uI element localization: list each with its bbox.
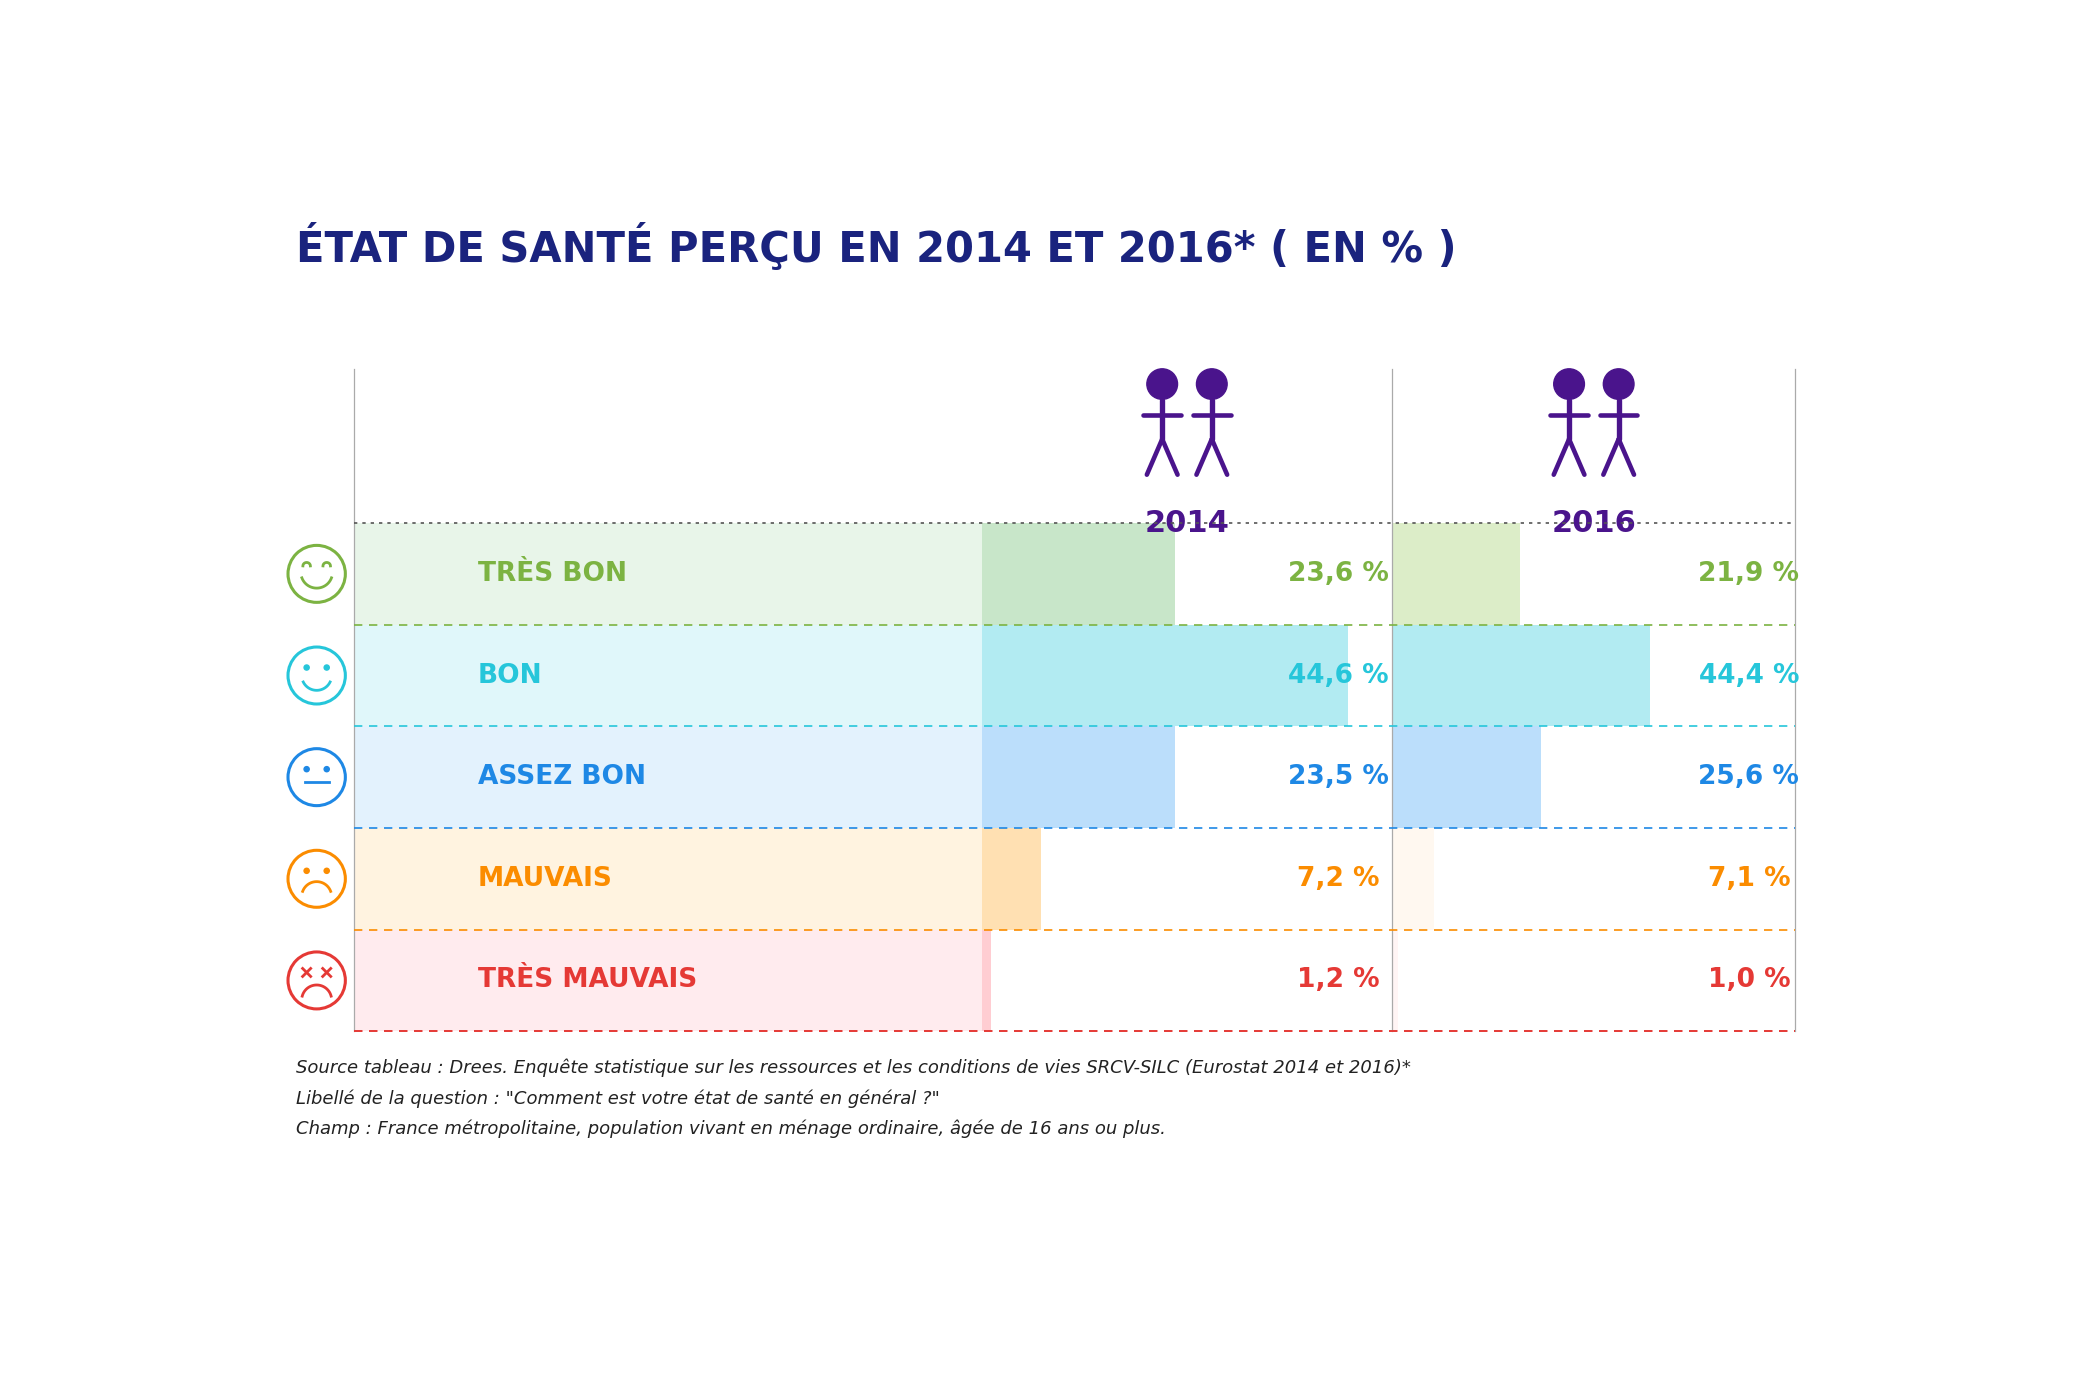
Bar bbox=[355, 522, 981, 624]
Bar bbox=[1392, 930, 1398, 1031]
Text: 1,0 %: 1,0 % bbox=[1707, 968, 1791, 993]
Circle shape bbox=[305, 666, 309, 670]
Bar bbox=[981, 726, 1175, 828]
Bar bbox=[355, 930, 981, 1031]
Text: TRÈS MAUVAIS: TRÈS MAUVAIS bbox=[478, 968, 697, 993]
Bar bbox=[355, 828, 981, 930]
Bar bbox=[355, 624, 981, 726]
Circle shape bbox=[323, 767, 330, 771]
Text: Libellé de la question : "Comment est votre état de santé en général ?": Libellé de la question : "Comment est vo… bbox=[296, 1089, 939, 1107]
Text: 23,5 %: 23,5 % bbox=[1288, 765, 1388, 791]
Text: 1,2 %: 1,2 % bbox=[1296, 968, 1380, 993]
Circle shape bbox=[323, 666, 330, 670]
Circle shape bbox=[1603, 368, 1634, 399]
Bar bbox=[981, 930, 991, 1031]
Text: ASSEZ BON: ASSEZ BON bbox=[478, 765, 645, 791]
Text: 7,2 %: 7,2 % bbox=[1296, 866, 1380, 892]
Text: TRÈS BON: TRÈS BON bbox=[478, 561, 626, 587]
Bar bbox=[981, 624, 1348, 726]
Text: 25,6 %: 25,6 % bbox=[1699, 765, 1799, 791]
Circle shape bbox=[305, 868, 309, 873]
Bar bbox=[355, 726, 981, 828]
Bar bbox=[1392, 522, 1519, 624]
Bar bbox=[981, 828, 1041, 930]
Text: MAUVAIS: MAUVAIS bbox=[478, 866, 614, 892]
Text: 23,6 %: 23,6 % bbox=[1288, 561, 1388, 587]
Text: 21,9 %: 21,9 % bbox=[1699, 561, 1799, 587]
Circle shape bbox=[323, 868, 330, 873]
Text: ÉTAT DE SANTÉ PERÇU EN 2014 ET 2016* ( EN % ): ÉTAT DE SANTÉ PERÇU EN 2014 ET 2016* ( E… bbox=[296, 223, 1457, 271]
Text: 2016: 2016 bbox=[1551, 509, 1636, 538]
Text: 2014: 2014 bbox=[1144, 509, 1229, 538]
Circle shape bbox=[305, 767, 309, 771]
Circle shape bbox=[1148, 368, 1177, 399]
Circle shape bbox=[1553, 368, 1584, 399]
Circle shape bbox=[1196, 368, 1227, 399]
Bar bbox=[1392, 624, 1651, 726]
Text: 44,6 %: 44,6 % bbox=[1288, 663, 1388, 689]
Bar bbox=[981, 522, 1175, 624]
Bar bbox=[1392, 726, 1540, 828]
Text: Source tableau : Drees. Enquête statistique sur les ressources et les conditions: Source tableau : Drees. Enquête statisti… bbox=[296, 1059, 1411, 1077]
Text: 7,1 %: 7,1 % bbox=[1707, 866, 1791, 892]
Text: BON: BON bbox=[478, 663, 543, 689]
Text: 44,4 %: 44,4 % bbox=[1699, 663, 1799, 689]
Text: Champ : France métropolitaine, population vivant en ménage ordinaire, âgée de 16: Champ : France métropolitaine, populatio… bbox=[296, 1119, 1167, 1138]
Bar bbox=[1392, 828, 1434, 930]
